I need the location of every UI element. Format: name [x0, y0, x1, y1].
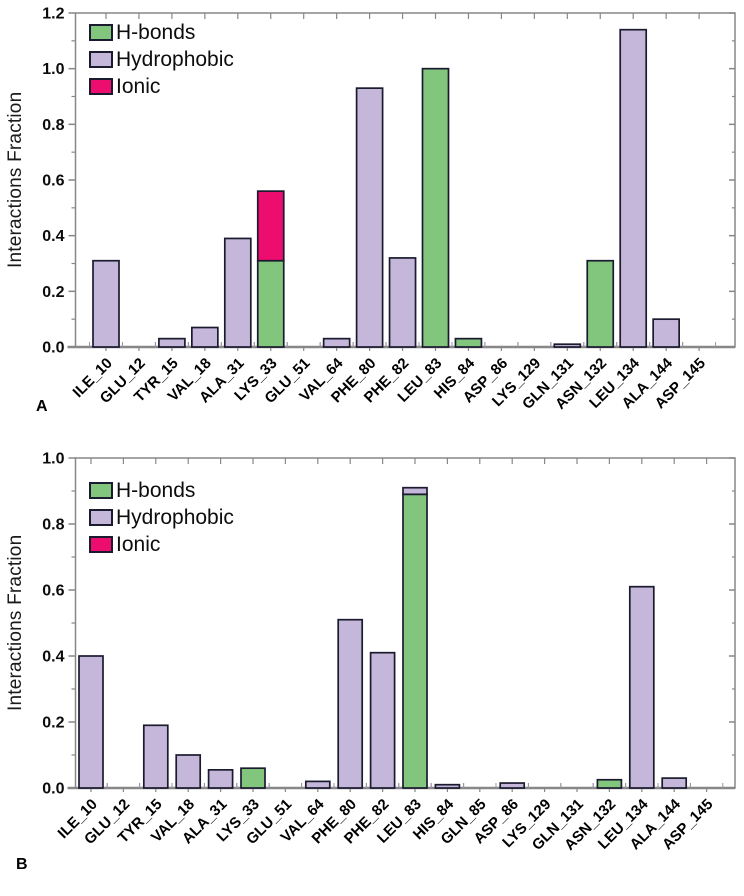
bar-segment [553, 343, 582, 348]
bar-segment [322, 337, 351, 348]
panel-b: 0.0 0.2 0.4 0.6 0.8 1.0 ILE_10 GLU_12 TYR_15 VAL_… [0, 448, 744, 896]
chart-b-plot: 0.00.20.40.60.81.0ILE_10GLU_12TYR_15VAL_… [42, 451, 736, 854]
hydrophobic-swatch-icon [89, 50, 113, 68]
y-tick-label: 0.4 [42, 649, 64, 666]
bars [78, 486, 688, 789]
legend-label: H-bonds [116, 20, 196, 44]
bar-segment [256, 190, 285, 262]
bar-segment [223, 237, 252, 348]
y-axis: 0.0 0.2 0.4 0.6 0.8 1.0 1.2 [42, 6, 735, 357]
bar-segment [661, 777, 688, 789]
ionic-swatch-icon [89, 535, 113, 553]
bar-segment [175, 754, 202, 789]
y-tick-label: 0.0 [42, 781, 64, 798]
bar-segment [628, 585, 655, 789]
bar-segment [158, 337, 186, 348]
bars [92, 28, 681, 348]
hbonds-swatch-icon [89, 23, 113, 41]
legend-item-hbonds: H-bonds [89, 20, 234, 44]
y-tick-label: 0.2 [42, 715, 64, 732]
legend: H-bonds Hydrophobic Ionic [89, 20, 234, 98]
bar-segment [92, 259, 120, 348]
y-tick-label: 1.0 [42, 451, 64, 468]
bar-segment [240, 767, 266, 789]
y-tick-label: 0.0 [42, 340, 64, 357]
y-tick-label: 1.2 [42, 6, 64, 23]
y-tick-label: 0.4 [42, 228, 64, 245]
bar-segment [454, 337, 483, 348]
panel-label-a: A [36, 398, 48, 415]
legend-item-ionic: Ionic [89, 532, 234, 556]
y-tick-label: 0.8 [42, 517, 64, 534]
y-tick-label: 1.0 [42, 61, 64, 78]
legend: H-bonds Hydrophobic Ionic [89, 478, 234, 556]
y-tick-label: 0.6 [42, 583, 64, 600]
legend-item-hbonds: H-bonds [89, 478, 234, 502]
bar-segment [586, 259, 615, 348]
bar-segment [402, 493, 428, 789]
legend-label: Ionic [116, 74, 161, 98]
bar-segment [78, 655, 104, 789]
bar-segment [402, 486, 428, 496]
bar-segment [499, 782, 526, 789]
bar-segment [142, 724, 169, 789]
legend-item-hydrophobic: Hydrophobic [89, 505, 234, 529]
bar-segment [652, 318, 681, 348]
ionic-swatch-icon [89, 77, 113, 95]
bar-segment [619, 28, 648, 348]
legend-item-ionic: Ionic [89, 74, 234, 98]
y-tick-label: 0.2 [42, 284, 64, 301]
hydrophobic-swatch-icon [89, 508, 113, 526]
bar-segment [337, 618, 364, 789]
bar-segment [191, 326, 219, 348]
legend-label: Hydrophobic [116, 505, 234, 529]
legend-label: Hydrophobic [116, 47, 234, 71]
bar-segment [596, 778, 623, 789]
bar-segment [388, 257, 417, 348]
panel-label-b: B [16, 856, 28, 873]
y-axis: 0.0 0.2 0.4 0.6 0.8 1.0 [42, 451, 735, 798]
bar-segment [355, 87, 384, 348]
y-tick-label: 0.8 [42, 117, 64, 134]
bar-segment [207, 769, 234, 789]
hbonds-swatch-icon [89, 481, 113, 499]
bar-segment [304, 780, 331, 789]
panel-a: 0.0 0.2 0.4 0.6 0.8 1.0 1.2 ILE_10 GLU_12 TYR_15 V… [5, 6, 736, 415]
bar-segment [369, 651, 396, 789]
legend-label: H-bonds [116, 478, 196, 502]
legend-item-hydrophobic: Hydrophobic [89, 47, 234, 71]
chart-a-plot: 0.00.20.40.60.81.01.2ILE_10GLU_12TYR_15V… [42, 6, 736, 413]
bar-segment [256, 259, 285, 348]
legend-label: Ionic [116, 532, 161, 556]
y-tick-label: 0.6 [42, 173, 64, 190]
y-axis-title: Interactions Fraction [5, 91, 26, 269]
bar-segment [421, 67, 450, 348]
y-axis-title: Interactions Fraction [5, 534, 26, 712]
bar-segment [434, 783, 461, 789]
